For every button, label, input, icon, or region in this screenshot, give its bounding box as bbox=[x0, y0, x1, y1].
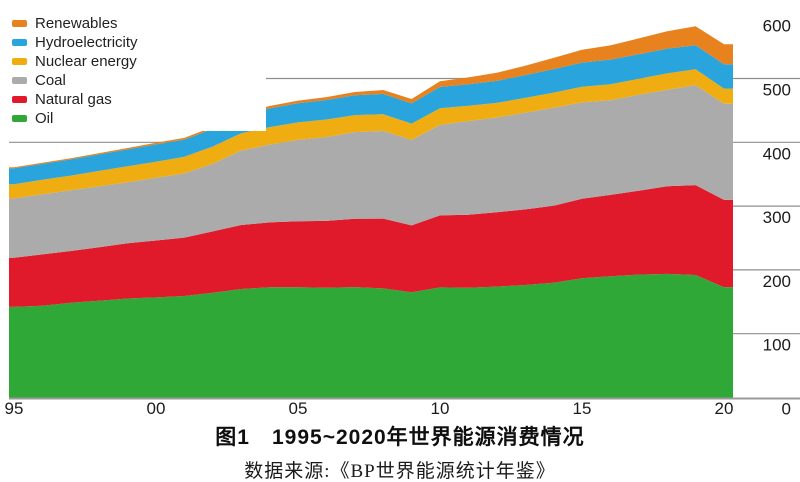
area-natural-gas bbox=[9, 185, 733, 307]
legend-item-hydroelectricity: Hydroelectricity bbox=[12, 33, 266, 52]
y-tick-label-100: 100 bbox=[763, 336, 791, 355]
y-tick-label-200: 200 bbox=[763, 272, 791, 291]
area-nuclear-energy bbox=[9, 69, 733, 199]
legend-item-oil: Oil bbox=[12, 109, 266, 128]
legend-label: Nuclear energy bbox=[35, 53, 137, 70]
x-tick-label-05: 05 bbox=[289, 399, 308, 418]
legend-label: Oil bbox=[35, 110, 54, 127]
natural-gas-swatch-icon bbox=[12, 96, 27, 103]
legend-label: Coal bbox=[35, 72, 66, 89]
legend-label: Hydroelectricity bbox=[35, 34, 138, 51]
figure-source: 数据来源:《BP世界能源统计年鉴》 bbox=[244, 461, 556, 482]
legend-item-renewables: Renewables bbox=[12, 14, 266, 33]
y-tick-label-600: 600 bbox=[763, 17, 791, 36]
legend-label: Renewables bbox=[35, 15, 118, 32]
area-hydroelectricity bbox=[9, 45, 733, 185]
x-tick-label-00: 00 bbox=[147, 399, 166, 418]
coal-swatch-icon bbox=[12, 77, 27, 84]
y-tick-label-400: 400 bbox=[763, 144, 791, 163]
y-tick-label-300: 300 bbox=[763, 208, 791, 227]
legend-label: Natural gas bbox=[35, 91, 112, 108]
nuclear-energy-swatch-icon bbox=[12, 58, 27, 65]
area-coal bbox=[9, 85, 733, 258]
legend-item-coal: Coal bbox=[12, 71, 266, 90]
caption: 图1 1995~2020年世界能源消费情况 数据来源:《BP世界能源统计年鉴》 bbox=[0, 421, 800, 482]
legend-item-natural-gas: Natural gas bbox=[12, 90, 266, 109]
y-tick-label-500: 500 bbox=[763, 81, 791, 100]
x-tick-label-20: 20 bbox=[715, 399, 734, 418]
oil-swatch-icon bbox=[12, 115, 27, 122]
x-tick-label-15: 15 bbox=[573, 399, 592, 418]
x-tick-label-10: 10 bbox=[431, 399, 450, 418]
legend-item-nuclear-energy: Nuclear energy bbox=[12, 52, 266, 71]
area-renewables bbox=[9, 26, 733, 169]
hydroelectricity-swatch-icon bbox=[12, 39, 27, 46]
area-oil bbox=[9, 273, 733, 398]
figure-title: 图1 1995~2020年世界能源消费情况 bbox=[215, 426, 585, 449]
x-tick-label-95: 95 bbox=[5, 399, 24, 418]
y-tick-label-0: 0 bbox=[782, 400, 791, 419]
legend: Renewables Hydroelectricity Nuclear energy… bbox=[0, 11, 266, 131]
renewables-swatch-icon bbox=[12, 20, 27, 27]
